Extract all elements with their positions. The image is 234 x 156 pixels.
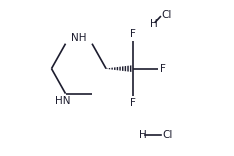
Polygon shape: [117, 67, 118, 70]
Polygon shape: [125, 66, 126, 71]
Text: F: F: [160, 64, 166, 74]
Text: H: H: [150, 19, 157, 29]
Polygon shape: [111, 68, 113, 70]
Polygon shape: [114, 67, 116, 70]
Text: Cl: Cl: [161, 10, 172, 20]
Text: Cl: Cl: [162, 130, 173, 140]
Polygon shape: [119, 67, 121, 71]
Polygon shape: [127, 66, 129, 72]
Polygon shape: [109, 68, 110, 69]
Text: HN: HN: [55, 96, 71, 106]
Polygon shape: [122, 66, 124, 71]
Text: H: H: [139, 130, 147, 140]
Text: F: F: [130, 29, 135, 39]
Polygon shape: [106, 68, 108, 69]
Polygon shape: [130, 65, 132, 72]
Text: F: F: [130, 98, 135, 108]
Text: NH: NH: [71, 33, 87, 43]
